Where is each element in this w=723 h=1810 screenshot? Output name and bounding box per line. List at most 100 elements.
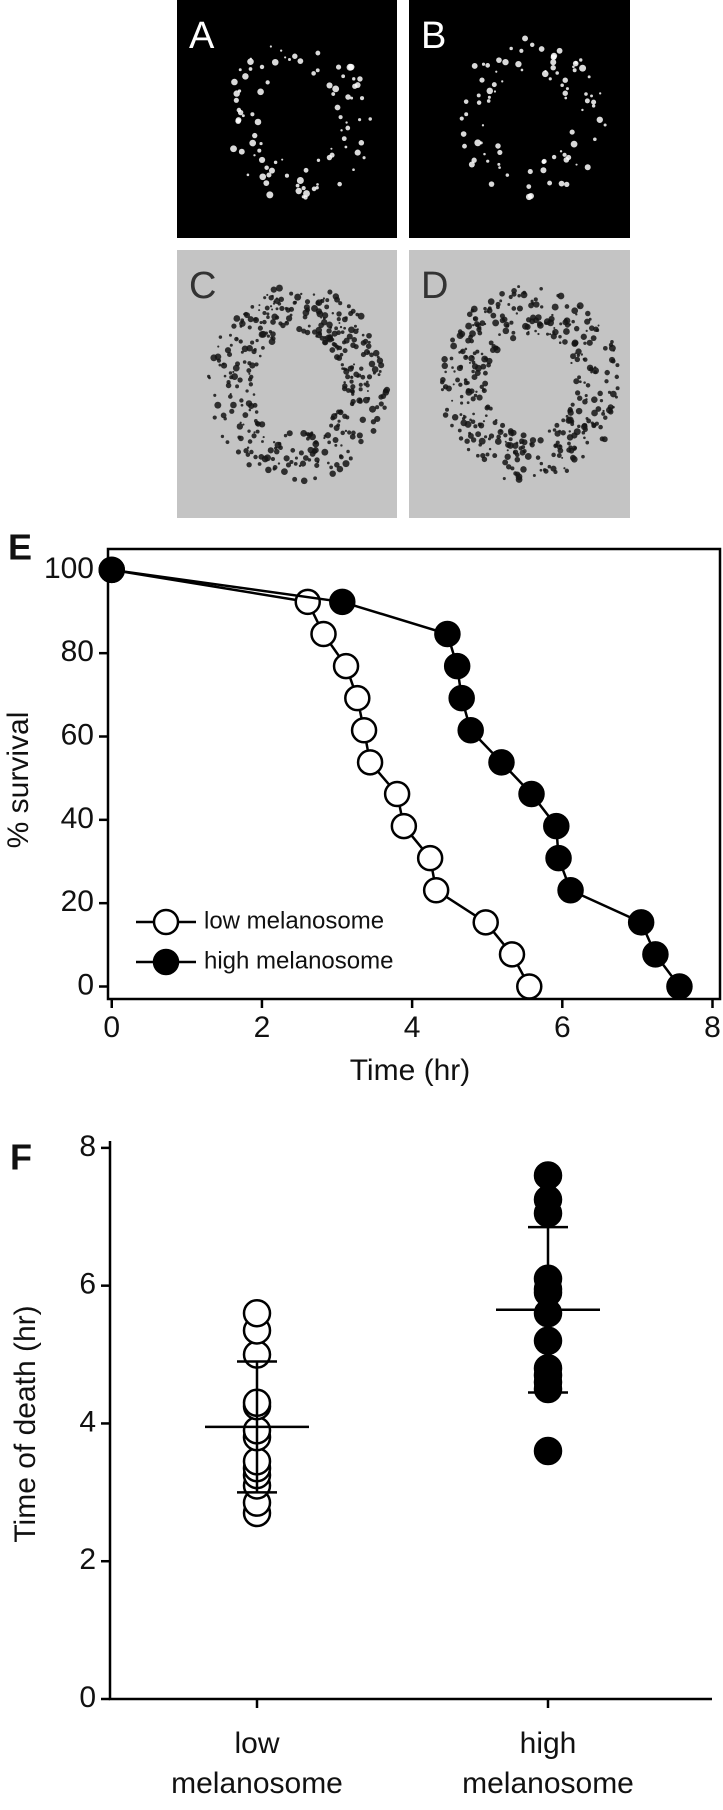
y-tick-label: 4 xyxy=(79,1405,96,1438)
data-point xyxy=(242,1298,272,1328)
granule xyxy=(220,434,225,439)
granule xyxy=(470,419,476,424)
granule xyxy=(591,423,597,429)
panel-label: B xyxy=(421,15,446,57)
granule xyxy=(479,77,485,83)
x-tick-label: low melanosome xyxy=(171,1727,343,1800)
granule xyxy=(459,116,464,121)
panel-label: A xyxy=(189,15,215,57)
granule xyxy=(225,440,230,445)
granule xyxy=(439,379,445,385)
granule xyxy=(246,368,252,374)
y-tick-label: 40 xyxy=(61,802,94,835)
granule xyxy=(351,392,355,396)
granule xyxy=(243,448,249,454)
granule xyxy=(270,286,277,293)
granule xyxy=(258,354,262,358)
granule xyxy=(339,454,344,460)
granule xyxy=(349,379,354,384)
y-tick-label: 6 xyxy=(79,1268,96,1301)
granule xyxy=(480,452,486,459)
granule xyxy=(363,349,371,356)
granule xyxy=(268,295,274,301)
granule xyxy=(562,77,568,83)
granule xyxy=(474,321,480,327)
granule xyxy=(233,315,241,322)
granule xyxy=(502,476,506,481)
granule xyxy=(303,167,309,173)
y-tick-label: 0 xyxy=(79,1681,96,1714)
data-point xyxy=(448,684,475,712)
granule xyxy=(535,455,541,460)
granule xyxy=(488,447,492,451)
granule xyxy=(300,292,303,296)
granule xyxy=(466,311,473,318)
granule xyxy=(247,429,251,433)
granule xyxy=(240,403,244,407)
granule xyxy=(349,433,356,440)
granule xyxy=(296,177,304,184)
granule xyxy=(528,302,534,309)
granule xyxy=(315,334,319,338)
granule xyxy=(213,393,217,397)
granule xyxy=(464,112,469,117)
data-point xyxy=(434,620,461,648)
granule xyxy=(321,319,328,326)
granule xyxy=(581,454,585,459)
granule xyxy=(591,99,597,105)
granule xyxy=(468,361,471,364)
granule xyxy=(220,412,227,419)
granule xyxy=(552,328,559,336)
data-point xyxy=(498,941,526,968)
granule xyxy=(339,352,344,357)
granule xyxy=(272,467,276,471)
granule xyxy=(553,470,558,475)
granule xyxy=(510,466,515,471)
granule xyxy=(577,395,583,401)
granule xyxy=(341,74,346,79)
granule xyxy=(333,424,340,432)
granule xyxy=(247,439,253,444)
granule xyxy=(342,413,348,419)
granule xyxy=(558,180,565,187)
granule xyxy=(601,411,606,416)
granule xyxy=(445,385,452,392)
granule xyxy=(568,430,571,433)
granule xyxy=(346,304,351,309)
granule xyxy=(580,333,587,340)
granule xyxy=(350,96,354,100)
granule xyxy=(511,306,517,311)
granule xyxy=(482,420,486,423)
granule xyxy=(359,416,366,423)
granule xyxy=(257,462,262,466)
granule xyxy=(583,436,586,440)
granule xyxy=(344,316,348,320)
granule xyxy=(295,183,300,188)
granule xyxy=(575,348,582,355)
granule xyxy=(324,304,330,310)
granule xyxy=(229,408,235,414)
granule xyxy=(498,166,501,169)
granule xyxy=(312,440,320,448)
granule xyxy=(258,304,261,307)
granule xyxy=(292,300,297,305)
granule xyxy=(511,330,516,335)
granule xyxy=(530,314,537,321)
granule xyxy=(585,440,590,445)
granule xyxy=(335,64,342,70)
granule xyxy=(359,366,364,371)
granule xyxy=(450,342,458,350)
granule xyxy=(253,348,257,352)
granule xyxy=(474,139,482,147)
granule xyxy=(316,158,321,162)
granule xyxy=(471,63,478,69)
granule xyxy=(357,312,365,320)
granule xyxy=(526,184,532,189)
granule xyxy=(354,82,361,88)
granule xyxy=(586,364,594,372)
granule xyxy=(289,459,294,465)
granule xyxy=(451,366,454,369)
granule xyxy=(253,154,256,157)
panel-label: C xyxy=(189,265,216,307)
granule xyxy=(559,322,563,326)
